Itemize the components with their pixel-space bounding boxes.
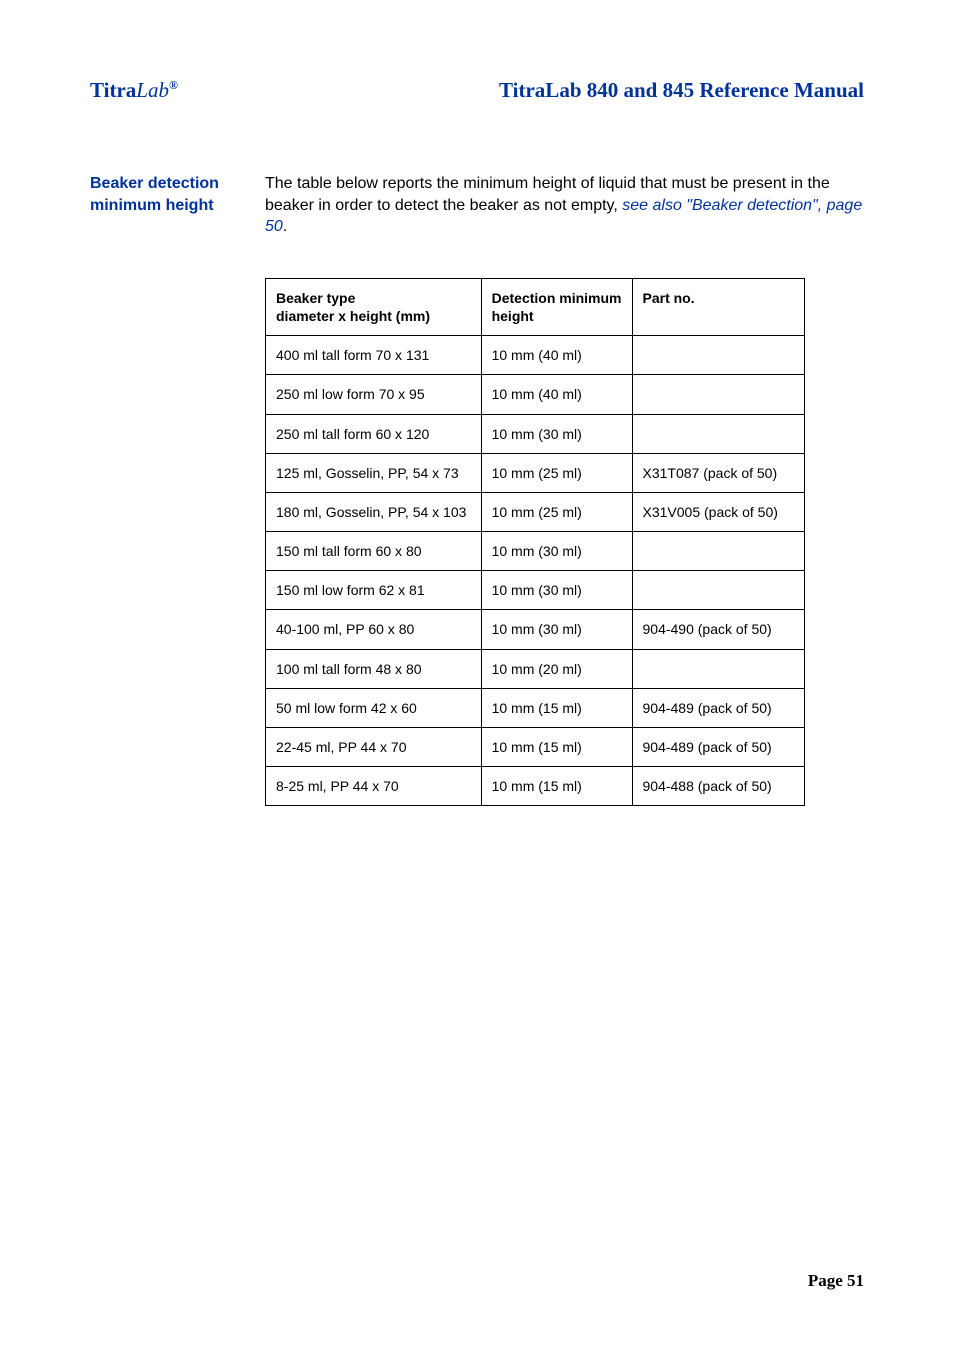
table-cell: X31V005 (pack of 50) xyxy=(632,492,805,531)
table-cell: 180 ml, Gosselin, PP, 54 x 103 xyxy=(266,492,482,531)
section-row: Beaker detection minimum height The tabl… xyxy=(90,173,864,238)
table-cell: 150 ml tall form 60 x 80 xyxy=(266,532,482,571)
table-cell: 40-100 ml, PP 60 x 80 xyxy=(266,610,482,649)
table-row: 250 ml tall form 60 x 12010 mm (30 ml) xyxy=(266,414,805,453)
table-cell: 10 mm (30 ml) xyxy=(481,571,632,610)
beaker-detection-table: Beaker typediameter x height (mm) Detect… xyxy=(265,278,805,807)
brand-suffix: Lab xyxy=(136,78,169,102)
table-row: 400 ml tall form 70 x 13110 mm (40 ml) xyxy=(266,336,805,375)
table-cell: 100 ml tall form 48 x 80 xyxy=(266,649,482,688)
table-cell: 250 ml tall form 60 x 120 xyxy=(266,414,482,453)
table-cell: 10 mm (30 ml) xyxy=(481,414,632,453)
table-cell: 904-488 (pack of 50) xyxy=(632,767,805,806)
table-cell: 10 mm (25 ml) xyxy=(481,453,632,492)
col-header-detection-min: Detection minimum height xyxy=(481,278,632,335)
col-header-beaker-type: Beaker typediameter x height (mm) xyxy=(266,278,482,335)
table-cell xyxy=(632,336,805,375)
table-row: 250 ml low form 70 x 9510 mm (40 ml) xyxy=(266,375,805,414)
table-cell: 10 mm (15 ml) xyxy=(481,767,632,806)
page-header: TitraLab® TitraLab 840 and 845 Reference… xyxy=(90,78,864,103)
document-title: TitraLab 840 and 845 Reference Manual xyxy=(499,78,864,103)
table-row: 150 ml low form 62 x 8110 mm (30 ml) xyxy=(266,571,805,610)
table-cell: 50 ml low form 42 x 60 xyxy=(266,688,482,727)
section-heading: Beaker detection minimum height xyxy=(90,173,245,216)
table-cell: 904-489 (pack of 50) xyxy=(632,688,805,727)
table-cell: 150 ml low form 62 x 81 xyxy=(266,571,482,610)
table-cell: 904-489 (pack of 50) xyxy=(632,728,805,767)
table-row: 50 ml low form 42 x 6010 mm (15 ml)904-4… xyxy=(266,688,805,727)
table-cell: 10 mm (15 ml) xyxy=(481,688,632,727)
table-cell: 400 ml tall form 70 x 131 xyxy=(266,336,482,375)
table-row: 180 ml, Gosselin, PP, 54 x 10310 mm (25 … xyxy=(266,492,805,531)
table-row: 40-100 ml, PP 60 x 8010 mm (30 ml)904-49… xyxy=(266,610,805,649)
table-cell: 10 mm (20 ml) xyxy=(481,649,632,688)
table-cell: 10 mm (40 ml) xyxy=(481,375,632,414)
table-body: 400 ml tall form 70 x 13110 mm (40 ml)25… xyxy=(266,336,805,806)
table-cell xyxy=(632,532,805,571)
brand-registered: ® xyxy=(169,78,178,92)
table-cell: X31T087 (pack of 50) xyxy=(632,453,805,492)
table-cell: 125 ml, Gosselin, PP, 54 x 73 xyxy=(266,453,482,492)
beaker-table-container: Beaker typediameter x height (mm) Detect… xyxy=(265,278,805,807)
section-paragraph: The table below reports the minimum heig… xyxy=(265,173,864,238)
table-cell: 22-45 ml, PP 44 x 70 xyxy=(266,728,482,767)
col-header-part-no: Part no. xyxy=(632,278,805,335)
table-cell: 10 mm (30 ml) xyxy=(481,532,632,571)
table-cell: 10 mm (25 ml) xyxy=(481,492,632,531)
table-row: 125 ml, Gosselin, PP, 54 x 7310 mm (25 m… xyxy=(266,453,805,492)
para-text-after: . xyxy=(283,218,287,235)
table-cell: 904-490 (pack of 50) xyxy=(632,610,805,649)
table-row: 100 ml tall form 48 x 8010 mm (20 ml) xyxy=(266,649,805,688)
table-cell: 10 mm (15 ml) xyxy=(481,728,632,767)
table-row: 22-45 ml, PP 44 x 7010 mm (15 ml)904-489… xyxy=(266,728,805,767)
brand-prefix: Titra xyxy=(90,78,136,102)
brand-logo: TitraLab® xyxy=(90,78,178,103)
table-cell xyxy=(632,414,805,453)
table-cell: 10 mm (40 ml) xyxy=(481,336,632,375)
table-cell: 250 ml low form 70 x 95 xyxy=(266,375,482,414)
page-footer: Page 51 xyxy=(808,1271,864,1291)
table-cell: 8-25 ml, PP 44 x 70 xyxy=(266,767,482,806)
table-cell: 10 mm (30 ml) xyxy=(481,610,632,649)
table-cell xyxy=(632,649,805,688)
table-cell xyxy=(632,571,805,610)
table-cell xyxy=(632,375,805,414)
table-row: 8-25 ml, PP 44 x 7010 mm (15 ml)904-488 … xyxy=(266,767,805,806)
table-row: 150 ml tall form 60 x 8010 mm (30 ml) xyxy=(266,532,805,571)
table-header-row: Beaker typediameter x height (mm) Detect… xyxy=(266,278,805,335)
